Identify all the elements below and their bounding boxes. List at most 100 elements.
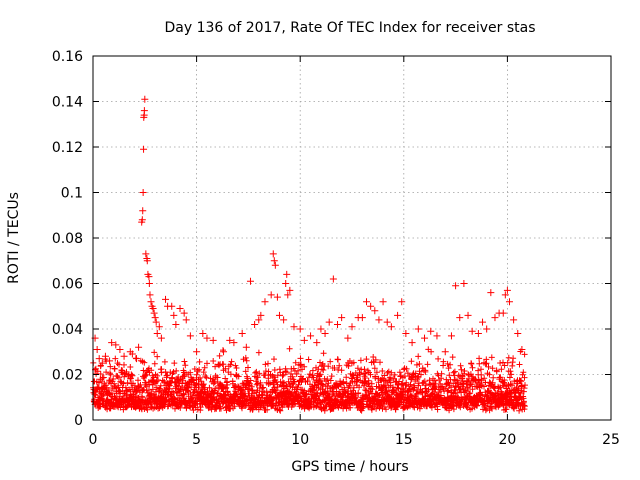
axis-ticks: 0 5 10 15 20 25 0 0.02 0.04 0.06 0.08 0.1 0.12 0.14 0.… [52, 49, 620, 448]
data-point [270, 257, 278, 265]
data-point [408, 339, 416, 347]
data-point [139, 207, 147, 215]
data-point [150, 309, 158, 317]
y-axis-label: ROTI / TECUs [6, 192, 22, 284]
data-point [375, 316, 383, 324]
data-point [300, 336, 308, 344]
data-point [491, 314, 499, 322]
data-point [147, 298, 155, 306]
data-point [383, 318, 391, 326]
y-tick-label: 0.16 [52, 49, 83, 65]
y-tick-label: 0.12 [52, 140, 83, 156]
data-point [313, 339, 321, 347]
data-point [474, 330, 482, 338]
data-point [441, 348, 449, 356]
data-point [112, 341, 120, 349]
y-tick-label: 0.02 [52, 368, 83, 384]
data-point [172, 320, 180, 328]
data-point [170, 311, 178, 319]
data-point [505, 298, 513, 306]
data-point [307, 332, 315, 340]
data-point [146, 291, 154, 299]
data-point [153, 330, 161, 338]
data-point [283, 270, 291, 278]
x-tick-label: 5 [192, 432, 201, 448]
data-point [101, 352, 109, 360]
data-band [90, 345, 528, 414]
data-point [487, 289, 495, 297]
data-point [180, 309, 188, 317]
data-point [140, 107, 148, 115]
data-point [317, 325, 325, 333]
data-point [139, 189, 147, 196]
grid-lines [93, 56, 611, 420]
data-point [220, 348, 228, 356]
data-point [193, 348, 201, 356]
y-tick-label: 0.08 [52, 231, 83, 247]
data-point [286, 286, 294, 294]
data-point [261, 298, 269, 306]
data-point [145, 280, 153, 287]
data-point [379, 298, 387, 306]
y-tick-label: 0.06 [52, 277, 83, 293]
data-point [348, 323, 356, 331]
data-point [290, 323, 298, 331]
data-point [93, 345, 101, 353]
data-point [267, 291, 275, 299]
data-point [128, 350, 136, 358]
data-point [271, 261, 279, 269]
data-point [483, 325, 491, 333]
data-point [226, 336, 234, 344]
data-point [145, 273, 153, 281]
data-point [433, 332, 441, 340]
data-point [520, 384, 528, 392]
chart-title: Day 136 of 2017, Rate Of TEC Index for r… [164, 20, 535, 36]
data-point [387, 323, 395, 331]
x-tick-label: 15 [395, 432, 413, 448]
data-point [209, 336, 217, 344]
data-point [138, 216, 146, 224]
data-point [186, 332, 194, 340]
y-tick-label: 0.14 [52, 95, 83, 111]
data-point [251, 320, 259, 328]
data-point [203, 334, 211, 342]
data-point [468, 327, 476, 335]
data-point [143, 257, 151, 265]
data-point [427, 327, 435, 335]
data-point [142, 250, 150, 258]
data-point [257, 311, 265, 319]
data-point [321, 330, 329, 338]
data-point [133, 355, 141, 363]
data-point [152, 318, 160, 326]
data-point [135, 343, 143, 351]
data-point [140, 145, 148, 153]
data-point [106, 357, 114, 365]
data-point [358, 314, 366, 322]
data-point [518, 345, 526, 353]
roti-band-path [90, 345, 528, 414]
data-point [162, 295, 170, 303]
data-point [456, 314, 464, 322]
data-point [199, 330, 207, 338]
data-point [510, 316, 518, 324]
data-point [95, 355, 103, 363]
data-points [91, 95, 528, 392]
data-point [394, 311, 402, 319]
data-point [155, 323, 163, 331]
y-tick-label: 0.04 [52, 322, 83, 338]
data-point [333, 320, 341, 328]
y-tick-label: 0 [74, 413, 83, 429]
data-point [479, 318, 487, 326]
data-point [284, 291, 292, 299]
data-point [402, 330, 410, 338]
data-point [514, 330, 522, 338]
data-point [242, 343, 250, 351]
data-point [151, 314, 159, 322]
data-point [176, 305, 184, 313]
data-point [460, 280, 468, 287]
x-tick-label: 0 [89, 432, 98, 448]
data-point [452, 282, 460, 290]
data-point [338, 314, 346, 322]
data-point [363, 298, 371, 306]
